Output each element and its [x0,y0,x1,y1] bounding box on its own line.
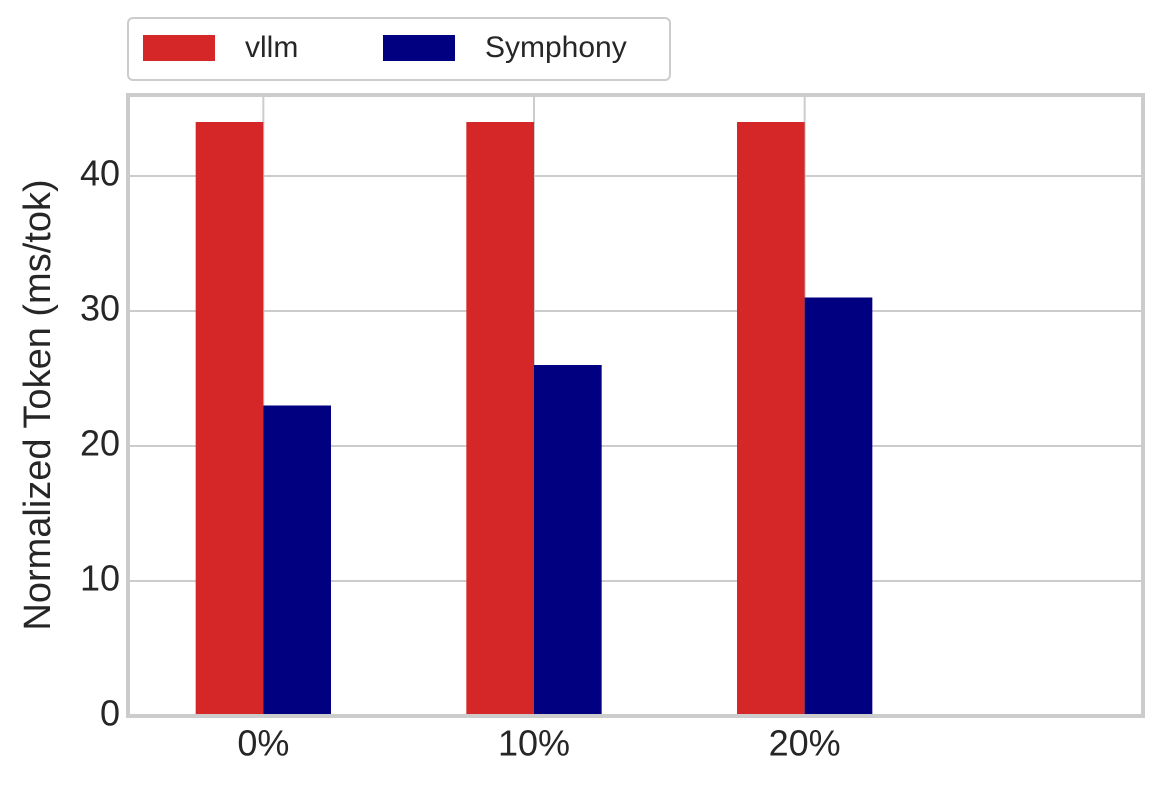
bar [263,405,331,716]
bar [534,365,602,716]
y-tick-label: 20 [80,423,120,464]
bar [195,122,264,716]
legend-label: vllm [245,31,298,64]
y-tick-label: 0 [100,693,120,734]
x-tick-label: 0% [237,723,289,764]
bar [804,297,873,716]
bar [737,122,805,716]
plot-frame [126,93,1145,718]
y-tick-label: 40 [80,153,120,194]
bar [466,122,534,716]
y-tick-label: 30 [80,288,120,329]
x-tick-label: 10% [498,723,570,764]
legend-swatch [383,35,455,61]
x-tick-label: 20% [769,723,841,764]
legend-label: Symphony [485,31,627,64]
y-tick-label: 10 [80,558,120,599]
legend-swatch [143,35,215,61]
y-axis-label: Normalized Token (ms/tok) [17,179,59,630]
